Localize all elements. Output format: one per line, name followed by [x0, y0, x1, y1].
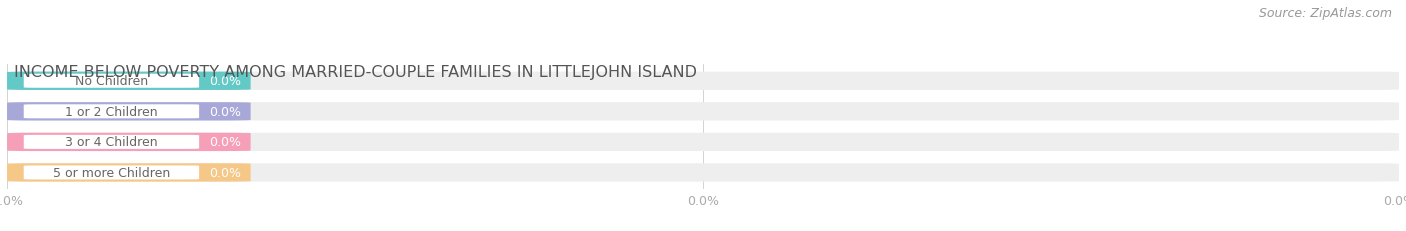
Text: 0.0%: 0.0% — [209, 136, 240, 149]
Text: 5 or more Children: 5 or more Children — [53, 166, 170, 179]
Text: 0.0%: 0.0% — [209, 166, 240, 179]
Text: 1 or 2 Children: 1 or 2 Children — [65, 105, 157, 118]
Text: INCOME BELOW POVERTY AMONG MARRIED-COUPLE FAMILIES IN LITTLEJOHN ISLAND: INCOME BELOW POVERTY AMONG MARRIED-COUPL… — [14, 65, 697, 80]
FancyBboxPatch shape — [24, 74, 200, 88]
FancyBboxPatch shape — [7, 164, 1399, 182]
FancyBboxPatch shape — [7, 72, 250, 91]
Text: Source: ZipAtlas.com: Source: ZipAtlas.com — [1258, 7, 1392, 20]
FancyBboxPatch shape — [24, 135, 200, 149]
Text: 0.0%: 0.0% — [209, 75, 240, 88]
Text: 0.0%: 0.0% — [209, 105, 240, 118]
FancyBboxPatch shape — [7, 103, 250, 121]
FancyBboxPatch shape — [7, 133, 1399, 151]
FancyBboxPatch shape — [7, 164, 250, 182]
FancyBboxPatch shape — [7, 103, 1399, 121]
FancyBboxPatch shape — [7, 72, 1399, 91]
Text: 3 or 4 Children: 3 or 4 Children — [65, 136, 157, 149]
FancyBboxPatch shape — [24, 105, 200, 119]
FancyBboxPatch shape — [7, 133, 250, 151]
FancyBboxPatch shape — [24, 166, 200, 180]
Text: No Children: No Children — [75, 75, 148, 88]
